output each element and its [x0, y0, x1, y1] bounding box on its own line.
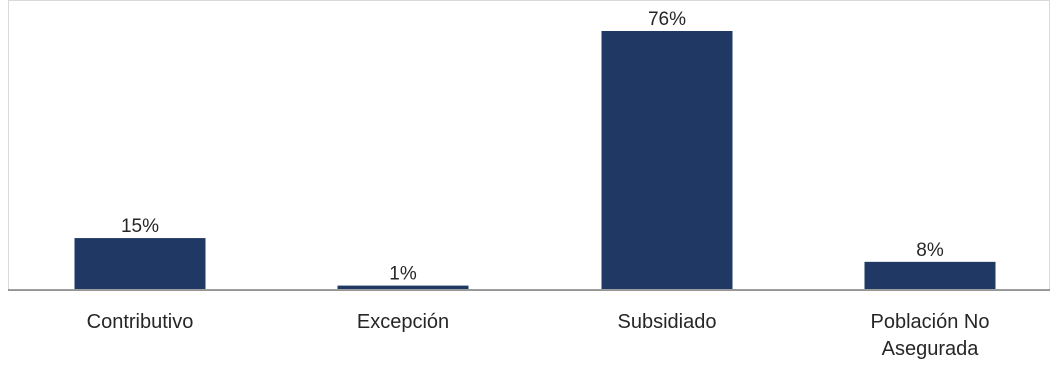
bar-3 — [601, 31, 733, 289]
value-label-4: 8% — [916, 240, 944, 261]
category-label-3: Subsidiado — [618, 311, 717, 333]
value-labels-group: 15% 1% 76% 8% — [121, 9, 944, 285]
bar-2 — [337, 285, 469, 289]
bar-4 — [864, 261, 996, 289]
value-label-2: 1% — [389, 264, 417, 285]
bar-1 — [74, 238, 206, 289]
category-label-2: Excepción — [357, 311, 449, 333]
bars-group — [74, 31, 996, 289]
category-labels-group: Contributivo Excepción Subsidiado Población… — [87, 311, 990, 360]
category-label-4: Población No Asegurada — [871, 311, 990, 360]
value-label-1: 15% — [121, 216, 159, 237]
category-label-1: Contributivo — [87, 311, 194, 333]
value-label-3: 76% — [648, 9, 686, 30]
